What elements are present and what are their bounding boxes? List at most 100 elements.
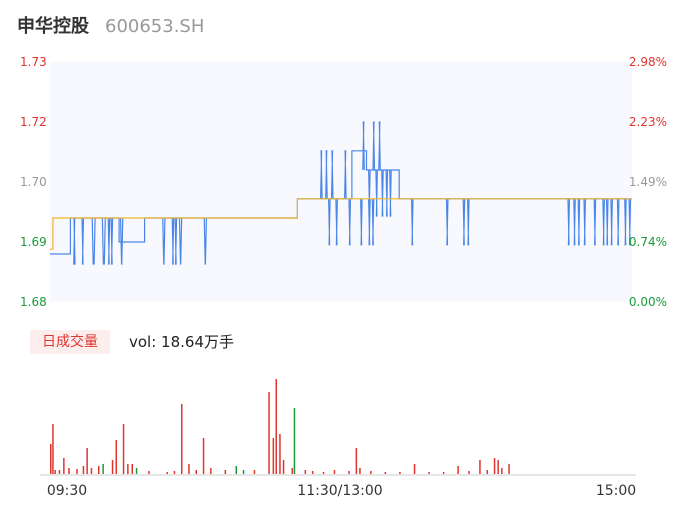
price-spike [320, 150, 323, 199]
price-dip [348, 198, 352, 246]
price-tick-label: 1.68 [20, 295, 47, 309]
price-dip [119, 217, 124, 265]
volume-bar [148, 471, 150, 474]
volume-bar [166, 472, 168, 474]
volume-bar [268, 392, 270, 474]
price-dip [583, 198, 587, 246]
volume-bar [479, 460, 481, 474]
price-spike [330, 150, 334, 199]
price-spike [325, 150, 328, 199]
volume-bar [384, 472, 387, 474]
price-dip [628, 198, 632, 246]
volume-bar [102, 464, 104, 474]
volume-bar [279, 434, 281, 474]
average-price-line [50, 198, 632, 250]
volume-bar [54, 470, 56, 474]
price-dip [389, 169, 392, 217]
price-dip [610, 198, 613, 246]
price-dip [107, 217, 111, 265]
price-dip [360, 198, 363, 246]
price-dip [385, 169, 389, 217]
price-dip [203, 217, 208, 265]
volume-bar [497, 460, 499, 474]
volume-bar [333, 470, 336, 474]
price-dip [162, 217, 166, 265]
volume-summary: vol: 18.64万手 [129, 333, 234, 351]
volume-bar [501, 468, 503, 474]
volume-bar [98, 466, 100, 474]
volume-bar [202, 438, 205, 474]
price-dip [110, 217, 114, 265]
volume-bar [210, 468, 212, 474]
price-dip [335, 198, 338, 246]
stock-name: 申华控股 [17, 16, 89, 37]
price-dip [328, 198, 331, 246]
price-dip [375, 169, 378, 217]
volume-bar [322, 472, 325, 474]
volume-bar [253, 470, 256, 474]
volume-bar [82, 466, 85, 474]
percent-tick-label: 2.98% [629, 55, 667, 69]
price-dip [368, 198, 371, 246]
volume-bar [348, 471, 350, 474]
percent-tick-label: 0.00% [629, 295, 667, 309]
volume-tag[interactable]: 日成交量 [30, 330, 110, 354]
stock-code: 600653.SH [105, 16, 205, 37]
volume-bar [355, 448, 358, 474]
volume-bar [195, 470, 197, 474]
price-spike [372, 121, 376, 171]
volume-bar [127, 464, 129, 474]
volume-bar [76, 469, 78, 474]
percent-tick-label: 2.23% [629, 115, 667, 129]
price-lines [50, 121, 632, 265]
volume-bar [173, 471, 176, 474]
volume-bar [442, 472, 445, 474]
price-dip [171, 217, 175, 265]
volume-bar [52, 424, 54, 474]
price-dip [466, 198, 470, 246]
price-dip [624, 198, 627, 246]
volume-bar [468, 471, 470, 474]
price-dip [567, 198, 571, 246]
price-dip [368, 169, 371, 217]
volume-bar [90, 468, 93, 474]
price-tick-label: 1.72 [20, 115, 47, 129]
time-tick-label: 09:30 [47, 483, 87, 499]
time-tick-label: 15:00 [596, 483, 636, 499]
volume-bar [135, 468, 138, 474]
price-spike [362, 121, 365, 171]
price-dip [174, 217, 178, 265]
volume-bar [50, 444, 52, 474]
volume-bar [235, 466, 237, 474]
price-tick-label: 1.70 [20, 175, 47, 189]
volume-bar [122, 424, 125, 474]
time-tick-label: 11:30/13:00 [297, 483, 382, 499]
price-plot-area [50, 62, 632, 302]
volume-bar [188, 464, 190, 474]
volume-bar [359, 468, 361, 474]
volume-bar [508, 464, 510, 474]
chart-header: 申华控股 600653.SH [17, 12, 204, 40]
volume-bar [181, 404, 183, 474]
price-dip [381, 169, 384, 217]
volume-bar [399, 472, 401, 474]
volume-bar [272, 438, 275, 474]
volume-bar [224, 470, 227, 474]
price-dip [616, 198, 620, 246]
price-dip [101, 217, 106, 265]
price-dip [593, 198, 597, 246]
price-tick-label: 1.73 [20, 55, 47, 69]
price-dip [462, 198, 466, 246]
price-spike [344, 150, 347, 199]
percent-axis: 2.98% 2.23% 1.49% 0.74% 0.00% [629, 55, 667, 309]
volume-bar [275, 379, 277, 474]
volume-bars [50, 379, 510, 474]
volume-bar [68, 468, 70, 474]
price-spike [378, 121, 381, 171]
price-dip [73, 217, 76, 265]
price-dip [445, 198, 449, 246]
volume-bar [58, 470, 61, 474]
price-axis: 1.73 1.72 1.70 1.69 1.68 [20, 55, 47, 309]
price-dip [91, 217, 96, 265]
